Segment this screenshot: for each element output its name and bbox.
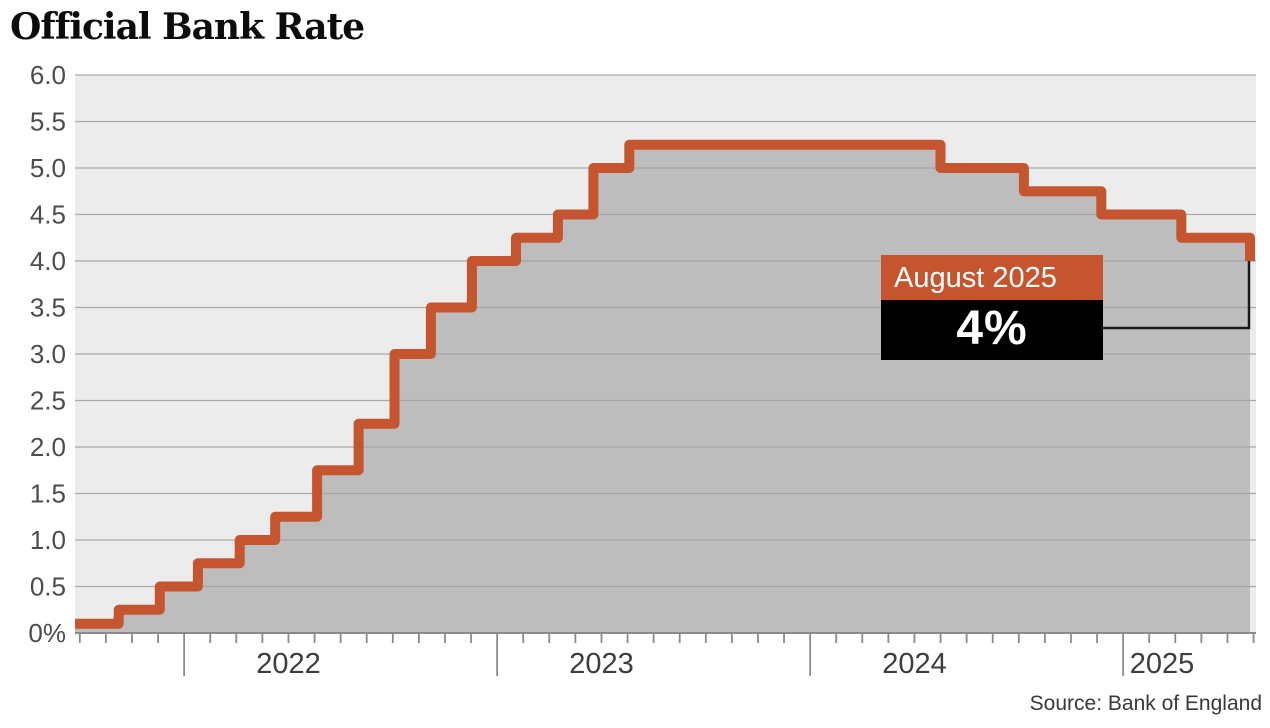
y-axis-labels: 6.0 5.5 5.0 4.5 4.0 3.5 3.0 2.5 2.0 1.5 1.0 0.5 0% [28,60,66,648]
x-axis-ticks [78,633,1255,676]
callout-connector-line [1103,256,1251,330]
callout-rate-value: 4% [881,300,1103,360]
rate-step-line [75,139,1255,629]
x-axis-label: 2024 [882,648,947,680]
y-axis-label: 3.5 [30,293,66,323]
y-axis-label: 1.0 [30,525,66,555]
y-axis-label: 0.5 [30,572,66,602]
source-attribution: Source: Bank of England [1029,692,1262,715]
y-axis-label: 1.5 [30,479,66,509]
y-axis-label: 4.5 [30,200,66,230]
x-axis-label: 2022 [256,648,321,680]
callout: August 2025 4% [881,255,1103,360]
y-axis-label: 2.0 [30,432,66,462]
x-axis-label: 2025 [1130,648,1195,680]
y-axis-label: 4.0 [30,246,66,276]
y-axis-label: 6.0 [30,60,66,90]
y-axis-label: 0% [28,618,66,648]
x-axis-labels: 2022 2023 2024 2025 [256,648,1194,680]
chart-title: Official Bank Rate [10,6,365,48]
y-axis-label: 5.5 [30,107,66,137]
y-axis-label: 3.0 [30,339,66,369]
y-axis-label: 5.0 [30,153,66,183]
x-axis-label: 2023 [569,648,634,680]
y-axis-label: 2.5 [30,386,66,416]
callout-date-label: August 2025 [881,255,1103,300]
